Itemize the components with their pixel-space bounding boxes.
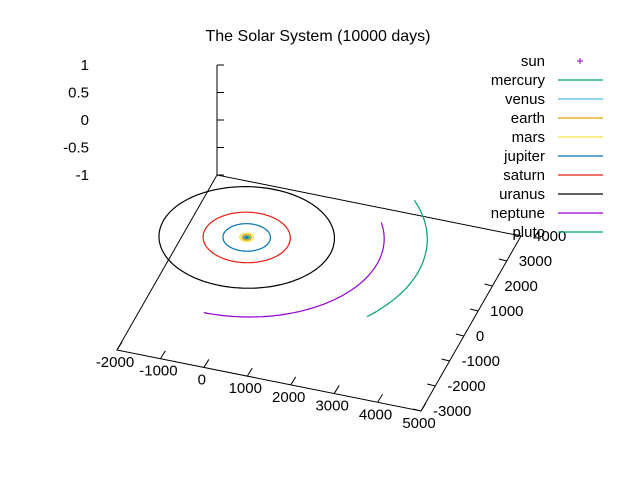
x-tick-mark xyxy=(377,394,383,403)
y-tick-label: -1000 xyxy=(462,353,500,370)
legend-label-sun: sun xyxy=(521,53,545,70)
y-tick-label: 0 xyxy=(476,328,484,345)
x-tick-label: 5000 xyxy=(402,415,435,432)
z-tick-label: -1 xyxy=(76,167,89,184)
x-tick-label: 2000 xyxy=(272,389,305,406)
z-tick-label: 0.5 xyxy=(68,85,89,102)
legend-label-venus: venus xyxy=(505,91,545,108)
x-tick-mark xyxy=(160,350,166,359)
x-tick-label: -1000 xyxy=(139,363,177,380)
x-tick-label: -2000 xyxy=(96,354,134,371)
series-uranus-orbit xyxy=(158,186,335,289)
y-tick-mark xyxy=(412,408,422,412)
legend-label-neptune: neptune xyxy=(491,205,545,222)
x-tick-mark xyxy=(290,376,297,386)
x-tick-mark xyxy=(333,385,340,394)
y-tick-label: -2000 xyxy=(447,378,485,395)
legend-label-pluto: pluto xyxy=(512,224,545,241)
y-tick-mark xyxy=(427,383,436,387)
y-tick-mark xyxy=(484,283,493,287)
x-tick-mark xyxy=(203,359,210,368)
x-tick-label: 3000 xyxy=(315,398,348,415)
z-tick-label: 0 xyxy=(81,112,89,129)
series-venus-orbit xyxy=(242,234,251,240)
series-pluto-orbit xyxy=(366,199,428,318)
legend-label-mercury: mercury xyxy=(491,72,546,89)
y-tick-label: 1000 xyxy=(490,303,523,320)
z-tick-label: -0.5 xyxy=(63,140,89,157)
x-tick-mark xyxy=(420,402,427,412)
legend-label-uranus: uranus xyxy=(499,186,545,203)
y-tick-mark xyxy=(455,333,464,337)
orbits-group xyxy=(158,186,428,318)
y-tick-mark xyxy=(498,258,507,262)
x-tick-mark xyxy=(246,367,253,377)
legend-label-earth: earth xyxy=(511,110,545,127)
legend-label-saturn: saturn xyxy=(503,167,545,184)
series-jupiter-orbit xyxy=(222,223,272,252)
axes-group: -2000 -1000 0 1000 2000 3000 4000 5000-3000 -200… xyxy=(63,57,566,432)
x-tick-label: 4000 xyxy=(359,406,392,423)
series-neptune-orbit xyxy=(203,222,385,318)
z-tick-label: 1 xyxy=(81,57,89,74)
series-mars-orbit xyxy=(239,232,255,243)
legend: sun mercury venus earth mars jupiter saturn ura… xyxy=(491,53,603,241)
x-tick-mark xyxy=(116,341,123,351)
x-tick-label: 0 xyxy=(198,371,206,388)
y-tick-mark xyxy=(441,358,450,362)
series-earth-orbit xyxy=(241,234,252,241)
series-saturn-orbit xyxy=(202,211,291,264)
y-tick-mark xyxy=(470,308,479,312)
chart-title: The Solar System (10000 days) xyxy=(205,28,431,45)
series-mercury-orbit xyxy=(244,235,250,240)
y-tick-label: -3000 xyxy=(433,403,471,420)
y-tick-label: 2000 xyxy=(504,278,537,295)
x-tick-label: 1000 xyxy=(229,380,262,397)
y-tick-mark xyxy=(512,233,522,237)
legend-label-mars: mars xyxy=(512,129,545,146)
legend-label-jupiter: jupiter xyxy=(503,148,545,165)
y-tick-label: 3000 xyxy=(519,253,552,270)
